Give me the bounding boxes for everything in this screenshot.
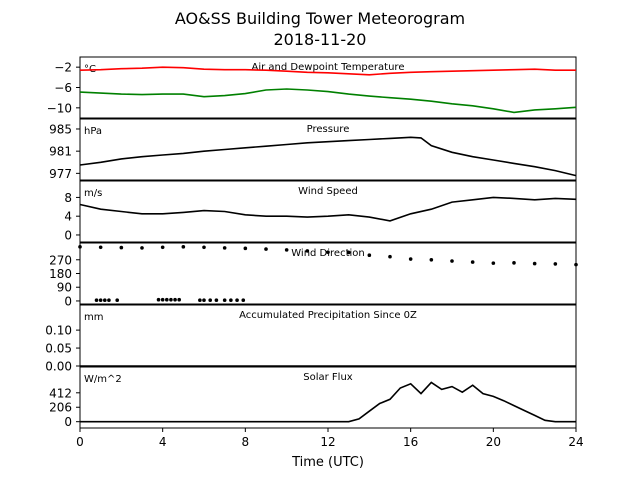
wind-direction-point [222, 298, 227, 302]
wind-direction-point [156, 297, 161, 302]
wind-direction-point [470, 260, 475, 264]
series-line-5-0 [80, 381, 576, 423]
x-tick-label: 0 [76, 435, 84, 449]
wind-direction-point [173, 297, 177, 302]
wind-direction-point [346, 250, 351, 255]
wind-direction-point [450, 259, 454, 263]
wind-direction-point [235, 298, 239, 302]
y-tick-label: −6 [54, 81, 72, 95]
wind-direction-point [214, 298, 219, 302]
y-tick-label: 8 [64, 191, 72, 205]
x-tick-label: 20 [486, 435, 501, 449]
y-tick-label: 977 [49, 167, 72, 181]
x-tick-label: 4 [159, 435, 167, 449]
wind-direction-point [388, 254, 392, 259]
panel-title: Air and Dewpoint Temperature [252, 62, 405, 73]
wind-direction-point [177, 297, 181, 302]
wind-direction-point [202, 245, 206, 250]
wind-direction-point [264, 247, 268, 251]
wind-direction-point [367, 253, 372, 257]
y-tick-label: −2 [54, 61, 72, 75]
wind-direction-point [160, 297, 165, 302]
wind-direction-point [119, 245, 124, 250]
figure-title-line2: 2018-11-20 [274, 30, 367, 49]
y-tick-label: 412 [49, 386, 72, 400]
wind-direction-point [140, 246, 144, 250]
y-tick-label: 206 [49, 401, 72, 415]
wind-direction-point [491, 261, 496, 265]
panel-title: Wind Speed [298, 186, 358, 197]
series-line-0-0 [79, 66, 576, 76]
panel-title: Solar Flux [303, 372, 353, 383]
wind-direction-point [107, 298, 111, 302]
wind-direction-point [165, 297, 169, 302]
y-tick-label: 985 [49, 122, 72, 136]
wind-direction-point [169, 297, 173, 302]
wind-direction-point [98, 245, 103, 250]
wind-direction-point [243, 246, 248, 251]
panel-title: Accumulated Precipitation Since 0Z [239, 310, 417, 321]
y-tick-label: 90 [57, 281, 72, 295]
wind-direction-point [574, 262, 578, 267]
panel-unit-label: hPa [84, 126, 102, 137]
y-tick-label: 0.10 [45, 324, 72, 338]
y-tick-label: 180 [49, 267, 72, 281]
panel-unit-label: m/s [84, 188, 102, 199]
x-tick-label: 16 [403, 435, 418, 449]
y-tick-label: 981 [49, 145, 72, 159]
x-tick-label: 12 [320, 435, 335, 449]
wind-direction-point [305, 249, 310, 253]
wind-direction-point [553, 262, 558, 266]
wind-direction-point [103, 298, 107, 302]
panels-group: −2−6−10°C Air and Dewpoint Temperature985… [45, 56, 584, 449]
wind-direction-point [98, 298, 103, 302]
wind-direction-point [512, 261, 516, 265]
wind-direction-point [208, 298, 212, 302]
wind-direction-point [284, 248, 289, 252]
y-tick-label: 0.00 [45, 360, 72, 374]
y-tick-label: 4 [64, 210, 72, 224]
wind-direction-point [222, 246, 227, 250]
y-tick-label: 0 [64, 228, 72, 242]
wind-direction-point [532, 261, 537, 266]
x-axis-label: Time (UTC) [291, 455, 364, 470]
y-tick-label: 270 [49, 253, 72, 267]
wind-direction-point [181, 245, 186, 249]
y-tick-label: −10 [47, 101, 72, 115]
series-line-2-0 [79, 196, 577, 222]
wind-direction-point [115, 298, 119, 302]
wind-direction-point [241, 298, 246, 302]
y-tick-label: 0.05 [45, 342, 72, 356]
wind-direction-point [94, 298, 99, 302]
panel-unit-label: mm [84, 312, 103, 323]
x-tick-label: 24 [568, 435, 583, 449]
wind-direction-point [78, 245, 82, 249]
wind-direction-point [202, 298, 206, 302]
wind-direction-point [326, 250, 330, 254]
wind-direction-point [429, 257, 434, 262]
panel-unit-label: W/m^2 [84, 374, 122, 385]
wind-direction-point [198, 298, 202, 302]
series-line-0-1 [79, 88, 577, 114]
x-tick-label: 8 [242, 435, 250, 449]
wind-direction-point [160, 245, 165, 250]
y-tick-label: 0 [64, 415, 72, 429]
panel-title: Pressure [307, 124, 350, 135]
wind-direction-point [408, 257, 413, 261]
wind-direction-point [229, 298, 233, 302]
panel-frame-1 [79, 118, 577, 181]
y-tick-label: 0 [64, 294, 72, 308]
figure-title-line1: AO&SS Building Tower Meteorogram [175, 9, 465, 28]
panel-frame-2 [79, 180, 577, 243]
series-line-1-0 [79, 136, 577, 177]
